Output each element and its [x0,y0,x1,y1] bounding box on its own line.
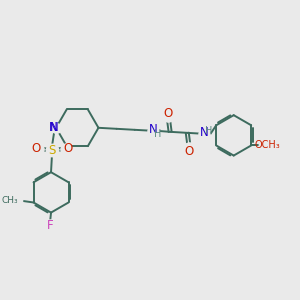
Text: N: N [148,123,157,136]
Text: O: O [185,145,194,158]
Text: N: N [200,126,209,139]
Text: S: S [48,143,56,157]
Text: N: N [49,121,58,134]
Text: H: H [205,126,213,136]
Text: N: N [50,121,58,134]
Text: O: O [64,142,73,155]
Text: O: O [31,142,40,155]
Text: O: O [164,107,173,120]
Text: OCH₃: OCH₃ [255,140,281,151]
Text: CH₃: CH₃ [2,196,18,205]
Text: H: H [154,129,161,139]
Text: F: F [47,219,53,232]
